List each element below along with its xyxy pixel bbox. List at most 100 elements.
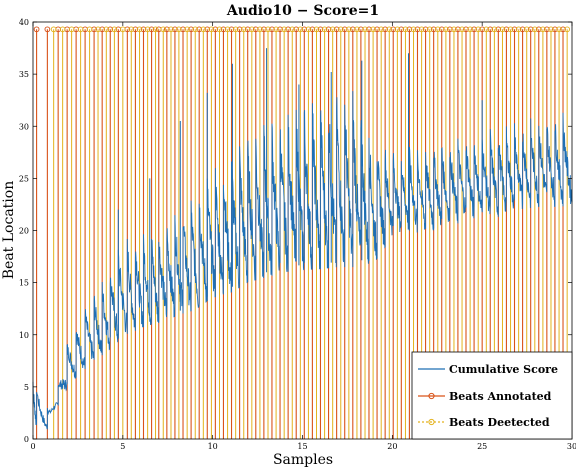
annotated-marker-49 (438, 26, 445, 33)
annotated-marker-50 (446, 26, 453, 33)
y-axis-label: Beat Location (1, 181, 17, 279)
y-tick-label-8: 40 (19, 18, 29, 27)
detected-marker-26 (265, 26, 271, 33)
detected-marker-44 (410, 26, 417, 33)
detected-marker-46 (426, 26, 433, 33)
annotated-marker-31 (293, 26, 300, 33)
legend-detected-marker (428, 418, 435, 426)
x-tick-label-6: 30 (567, 442, 576, 451)
detected-marker-24 (248, 26, 255, 33)
annotated-marker-24 (236, 26, 243, 33)
detected-marker-57 (515, 26, 522, 33)
detected-marker-18 (200, 26, 207, 33)
annotated-marker-52 (463, 26, 469, 33)
annotated-marker-7 (99, 26, 106, 33)
detected-marker-34 (329, 26, 336, 33)
y-tick-label-4: 20 (19, 227, 29, 236)
detected-marker-31 (305, 26, 312, 33)
annotated-marker-62 (543, 26, 550, 33)
detected-marker-35 (337, 26, 344, 33)
annotated-marker-22 (220, 26, 227, 33)
annotated-marker-58 (511, 26, 518, 33)
annotated-marker-60 (527, 26, 534, 33)
detected-marker-5 (95, 26, 101, 33)
detected-marker-13 (160, 26, 167, 33)
detected-marker-11 (144, 26, 151, 33)
x-tick-label-2: 10 (208, 442, 218, 451)
annotated-marker-32 (301, 26, 308, 33)
detected-marker-58 (523, 26, 530, 33)
detected-marker-60 (540, 26, 546, 33)
detected-marker-23 (240, 26, 247, 33)
x-tick-label-0: 0 (30, 442, 35, 451)
detected-marker-59 (531, 26, 538, 33)
annotated-marker-27 (261, 26, 267, 33)
detected-marker-19 (208, 26, 215, 33)
y-tick-label-7: 35 (19, 70, 29, 79)
annotated-marker-33 (309, 26, 316, 33)
detected-marker-54 (491, 26, 498, 33)
annotated-marker-59 (519, 26, 526, 33)
detected-marker-61 (548, 26, 554, 33)
legend-annotated-label: Beats Annotated (449, 390, 552, 403)
legend-detected-label: Beats Deetected (449, 416, 550, 429)
detected-marker-50 (459, 26, 465, 33)
annotated-marker-13 (148, 26, 155, 33)
y-tick-label-1: 5 (24, 383, 29, 392)
annotated-marker-37 (341, 26, 348, 33)
annotated-marker-11 (132, 26, 139, 33)
detected-marker-51 (467, 26, 473, 33)
x-tick-label-5: 25 (477, 442, 487, 451)
x-tick-label-4: 20 (387, 442, 397, 451)
annotated-marker-64 (560, 26, 566, 33)
detected-marker-33 (321, 26, 328, 33)
annotated-marker-19 (196, 26, 203, 33)
x-axis-label: Samples (273, 452, 333, 468)
detected-marker-9 (128, 26, 135, 33)
annotated-marker-17 (180, 26, 186, 33)
y-tick-label-3: 15 (19, 279, 29, 288)
annotated-marker-45 (406, 26, 413, 33)
annotated-marker-54 (479, 26, 486, 33)
detected-marker-0 (50, 26, 57, 33)
x-tick-label-3: 15 (297, 442, 307, 451)
detected-marker-43 (402, 26, 409, 33)
y-axis-ticks: 0 5 10 15 20 25 30 35 40 (19, 18, 572, 444)
annotated-marker-23 (228, 26, 235, 33)
detected-marker-29 (289, 26, 296, 33)
detected-marker-22 (232, 26, 239, 33)
annotated-marker-46 (414, 26, 421, 33)
annotated-marker-16 (172, 26, 178, 33)
annotated-marker-26 (252, 26, 259, 33)
annotated-marker-63 (552, 26, 558, 33)
detected-marker-10 (136, 26, 143, 33)
detected-marker-49 (451, 26, 457, 33)
annotated-marker-12 (140, 26, 147, 33)
annotated-marker-34 (317, 26, 324, 33)
annotated-marker-30 (285, 26, 291, 33)
detected-marker-15 (176, 26, 182, 33)
detected-marker-36 (346, 26, 352, 33)
detected-marker-16 (184, 26, 191, 33)
detected-marker-4 (86, 26, 93, 33)
annotated-marker-35 (325, 26, 332, 33)
detected-marker-37 (354, 26, 360, 33)
detected-marker-32 (313, 26, 320, 33)
annotated-marker-57 (503, 26, 510, 33)
annotated-marker-55 (487, 26, 494, 33)
annotated-marker-0 (33, 26, 40, 33)
cumulative-score-line (32, 48, 573, 430)
annotated-marker-36 (333, 26, 340, 33)
annotated-marker-21 (212, 26, 219, 33)
detected-marker-2 (68, 26, 75, 33)
detected-marker-56 (507, 26, 514, 33)
annotated-marker-29 (277, 26, 283, 33)
detected-marker-40 (378, 26, 385, 33)
annotated-marker-15 (164, 26, 170, 33)
y-tick-label-6: 30 (19, 122, 29, 131)
annotated-marker-44 (398, 26, 405, 33)
annotated-marker-18 (188, 26, 194, 33)
annotated-marker-48 (430, 26, 437, 33)
detected-marker-38 (362, 26, 368, 33)
